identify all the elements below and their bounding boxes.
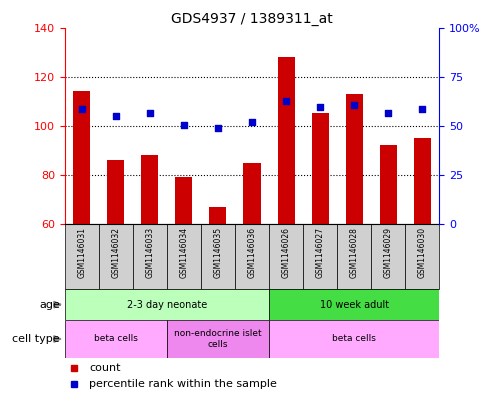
Bar [167, 224, 201, 289]
Text: beta cells: beta cells [94, 334, 138, 343]
Point [418, 105, 426, 112]
Point [384, 110, 392, 117]
Text: GSM1146032: GSM1146032 [111, 227, 120, 278]
Bar [269, 320, 439, 358]
Point [146, 110, 154, 117]
Bar [141, 155, 158, 224]
Bar [405, 224, 439, 289]
Point [350, 102, 358, 108]
Bar [380, 145, 397, 224]
Text: GSM1146028: GSM1146028 [350, 227, 359, 278]
Text: 10 week adult: 10 week adult [319, 299, 389, 310]
Text: percentile rank within the sample: percentile rank within the sample [89, 379, 277, 389]
Point [112, 113, 120, 119]
Point [316, 104, 324, 110]
Text: 2-3 day neonate: 2-3 day neonate [127, 299, 207, 310]
Point [248, 119, 256, 125]
Bar [303, 224, 337, 289]
Text: GSM1146036: GSM1146036 [248, 227, 256, 278]
Title: GDS4937 / 1389311_at: GDS4937 / 1389311_at [171, 13, 333, 26]
Bar [167, 320, 269, 358]
Bar [107, 160, 124, 224]
Bar [73, 91, 90, 224]
Text: beta cells: beta cells [332, 334, 376, 343]
Bar [235, 224, 269, 289]
Text: GSM1146031: GSM1146031 [77, 227, 86, 278]
Text: GSM1146029: GSM1146029 [384, 227, 393, 278]
Text: GSM1146033: GSM1146033 [145, 227, 154, 278]
Bar [65, 320, 167, 358]
Bar [277, 57, 294, 224]
Bar [244, 163, 260, 224]
Bar [176, 177, 193, 224]
Text: non-endocrine islet
cells: non-endocrine islet cells [174, 329, 262, 349]
Bar [201, 224, 235, 289]
Point [282, 98, 290, 105]
Point [78, 105, 86, 112]
Bar [414, 138, 431, 224]
Bar [133, 224, 167, 289]
Bar [337, 224, 371, 289]
Text: GSM1146035: GSM1146035 [214, 227, 223, 278]
Point [214, 125, 222, 131]
Bar [269, 224, 303, 289]
Bar [311, 114, 328, 224]
Text: age: age [39, 299, 60, 310]
Bar [210, 207, 227, 224]
Bar [371, 224, 405, 289]
Text: count: count [89, 362, 121, 373]
Bar [65, 224, 99, 289]
Text: GSM1146030: GSM1146030 [418, 227, 427, 278]
Bar [99, 224, 133, 289]
Bar [269, 289, 439, 320]
Text: GSM1146027: GSM1146027 [315, 227, 324, 278]
Text: cell type: cell type [12, 334, 60, 344]
Bar [65, 289, 269, 320]
Text: GSM1146034: GSM1146034 [180, 227, 189, 278]
Text: GSM1146026: GSM1146026 [281, 227, 290, 278]
Bar [345, 94, 363, 224]
Point [180, 121, 188, 128]
